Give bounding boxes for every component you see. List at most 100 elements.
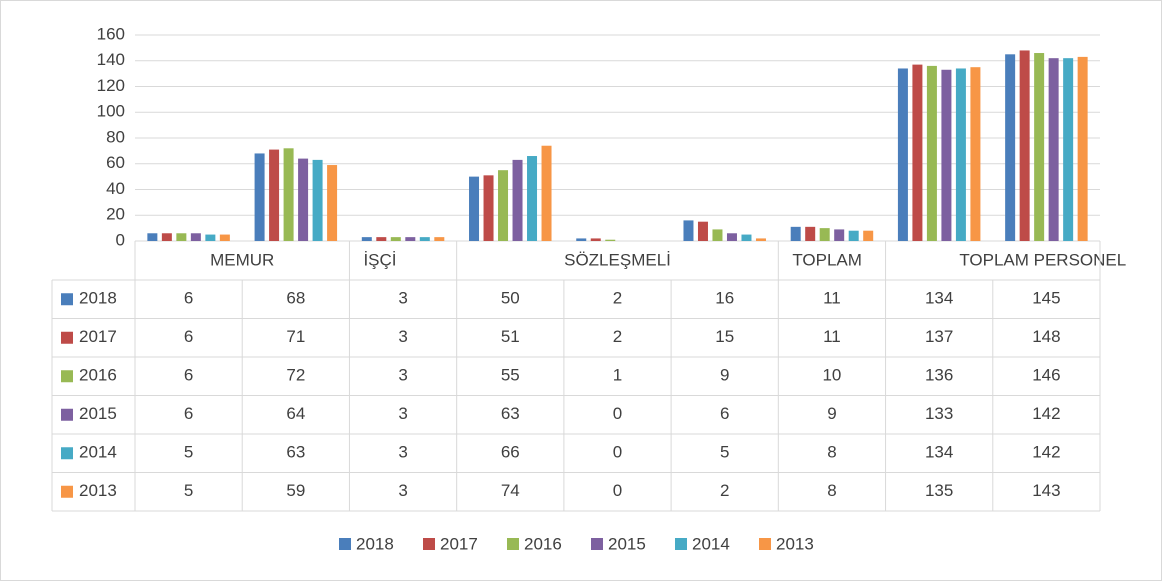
table-legend-key — [61, 447, 73, 460]
bar — [790, 226, 801, 241]
table-value: 136 — [925, 366, 953, 385]
bar — [483, 175, 494, 241]
table-value: 142 — [1032, 443, 1060, 462]
bar — [970, 67, 981, 241]
bar — [576, 238, 587, 241]
bar — [697, 221, 708, 241]
table-value: 6 — [184, 404, 193, 423]
bar — [269, 149, 280, 241]
bar — [926, 65, 937, 242]
bar — [863, 230, 874, 241]
table-value: 8 — [827, 481, 836, 500]
table-value: 50 — [501, 289, 520, 308]
table-value: 5 — [720, 443, 729, 462]
bar — [376, 237, 387, 241]
y-tick-label: 160 — [97, 24, 125, 43]
category-label: MEMUR — [210, 250, 274, 269]
table-value: 6 — [184, 366, 193, 385]
bar — [819, 228, 830, 241]
bar — [219, 234, 230, 241]
bar — [298, 158, 309, 241]
y-tick-label: 20 — [106, 205, 125, 224]
bar — [1005, 54, 1016, 241]
bar — [805, 226, 816, 241]
bar — [712, 229, 723, 241]
table-legend-key — [61, 370, 73, 383]
table-value: 9 — [827, 404, 836, 423]
table-value: 6 — [184, 327, 193, 346]
table-series-name: 2015 — [79, 404, 117, 423]
table-value: 2 — [613, 327, 622, 346]
table-series-name: 2013 — [79, 481, 117, 500]
table-value: 63 — [286, 443, 305, 462]
table-value: 55 — [501, 366, 520, 385]
bar — [834, 229, 845, 241]
table-value: 143 — [1032, 481, 1060, 500]
table-value: 72 — [286, 366, 305, 385]
table-value: 134 — [925, 443, 953, 462]
table-series-name: 2017 — [79, 327, 117, 346]
bar — [1063, 58, 1074, 241]
table-value: 146 — [1032, 366, 1060, 385]
legend-label: 2017 — [440, 534, 478, 553]
table-value: 135 — [925, 481, 953, 500]
bar — [755, 238, 766, 241]
legend-label: 2016 — [524, 534, 562, 553]
legend-label: 2015 — [608, 534, 646, 553]
legend-key — [591, 538, 603, 550]
table-value: 134 — [925, 289, 953, 308]
table-value: 51 — [501, 327, 520, 346]
table-value: 71 — [286, 327, 305, 346]
table-value: 5 — [184, 481, 193, 500]
bar — [741, 234, 752, 241]
y-tick-label: 0 — [116, 230, 125, 249]
table-value: 3 — [398, 327, 407, 346]
table-value: 142 — [1032, 404, 1060, 423]
table-value: 3 — [398, 481, 407, 500]
bar — [361, 237, 372, 241]
bar — [941, 69, 952, 241]
table-value: 145 — [1032, 289, 1060, 308]
bar — [254, 153, 265, 241]
bar — [1077, 56, 1088, 242]
table-value: 3 — [398, 366, 407, 385]
legend-key — [423, 538, 435, 550]
table-series-name: 2016 — [79, 366, 117, 385]
bar — [605, 239, 616, 241]
table-legend-key — [61, 293, 73, 306]
y-tick-label: 140 — [97, 50, 125, 69]
legend-key — [507, 538, 519, 550]
table-value: 3 — [398, 289, 407, 308]
bar — [512, 159, 523, 241]
legend-label: 2013 — [776, 534, 814, 553]
bar — [683, 220, 694, 241]
bar — [205, 234, 216, 241]
table-value: 137 — [925, 327, 953, 346]
bar — [1034, 53, 1045, 242]
table-value: 66 — [501, 443, 520, 462]
bar — [897, 68, 908, 241]
bar — [419, 237, 430, 241]
bar — [176, 233, 187, 241]
table-value: 68 — [286, 289, 305, 308]
bar — [327, 165, 338, 241]
bar — [541, 145, 552, 241]
table-value: 0 — [613, 481, 622, 500]
table-value: 11 — [823, 327, 841, 346]
table-value: 11 — [823, 289, 841, 308]
table-legend-key — [61, 485, 73, 498]
table-legend-key — [61, 408, 73, 421]
category-label: İŞÇİ — [363, 250, 396, 269]
legend-key — [675, 538, 687, 550]
table-series-name: 2014 — [79, 443, 117, 462]
bar — [527, 156, 538, 241]
table-value: 64 — [286, 404, 305, 423]
bar — [469, 176, 480, 241]
table-value: 8 — [827, 443, 836, 462]
table-legend-key — [61, 331, 73, 344]
table-value: 74 — [501, 481, 520, 500]
table-value: 15 — [715, 327, 734, 346]
table-value: 148 — [1032, 327, 1060, 346]
